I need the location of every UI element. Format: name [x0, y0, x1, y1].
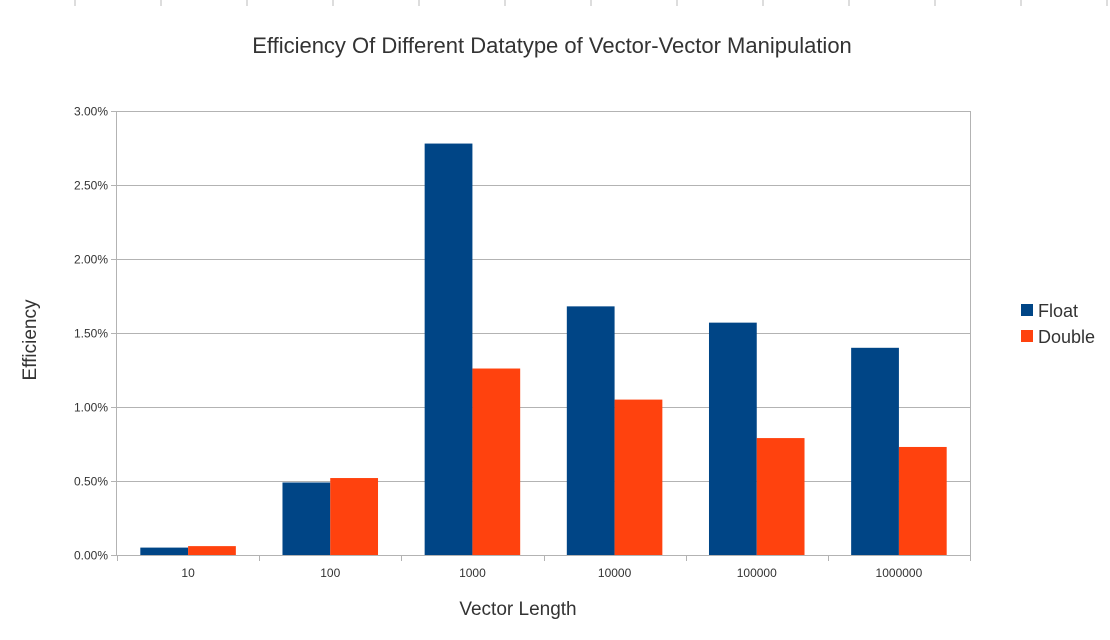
x-tick-label: 10: [181, 566, 195, 580]
y-tick-label: 0.50%: [74, 475, 108, 489]
x-tick-label: 1000: [459, 566, 486, 580]
y-tick-label: 0.00%: [74, 549, 108, 563]
x-tick-label: 100000: [737, 566, 777, 580]
bar-float-1000: [424, 143, 473, 555]
bar-double-100: [330, 478, 379, 555]
bar-double-1000: [472, 368, 521, 555]
y-tick-label: 2.50%: [74, 179, 108, 193]
x-tick-label: 10000: [598, 566, 632, 580]
legend-swatch-double: [1021, 330, 1033, 342]
bar-float-100: [282, 482, 331, 555]
y-tick-label: 3.00%: [74, 105, 108, 119]
bars-group: [140, 143, 947, 555]
axes: [111, 111, 971, 561]
bar-double-10000: [614, 399, 663, 555]
y-tick-label: 1.00%: [74, 401, 108, 415]
bar-float-100000: [708, 322, 757, 555]
y-tick-label: 1.50%: [74, 327, 108, 341]
x-tick-label: 100: [320, 566, 340, 580]
y-tick-label: 2.00%: [74, 253, 108, 267]
legend: Float Double: [1021, 301, 1095, 347]
bar-double-1000000: [898, 446, 947, 555]
bar-float-1000000: [851, 347, 899, 555]
x-tick-label: 1000000: [876, 566, 923, 580]
bar-float-10: [140, 547, 189, 555]
legend-label-double: Double: [1038, 327, 1095, 347]
bar-double-10: [188, 546, 236, 555]
x-axis-title: Vector Length: [459, 599, 576, 620]
y-axis-title: Efficiency: [20, 299, 41, 380]
chart-title: Efficiency Of Different Datatype of Vect…: [252, 33, 852, 58]
tick-labels: 0.00% 0.50% 1.00% 1.50% 2.00% 2.50% 3.00% 10 100…: [74, 105, 923, 581]
bar-double-100000: [756, 438, 805, 555]
legend-label-float: Float: [1038, 301, 1078, 321]
bar-float-10000: [566, 306, 615, 555]
legend-swatch-float: [1021, 304, 1033, 316]
